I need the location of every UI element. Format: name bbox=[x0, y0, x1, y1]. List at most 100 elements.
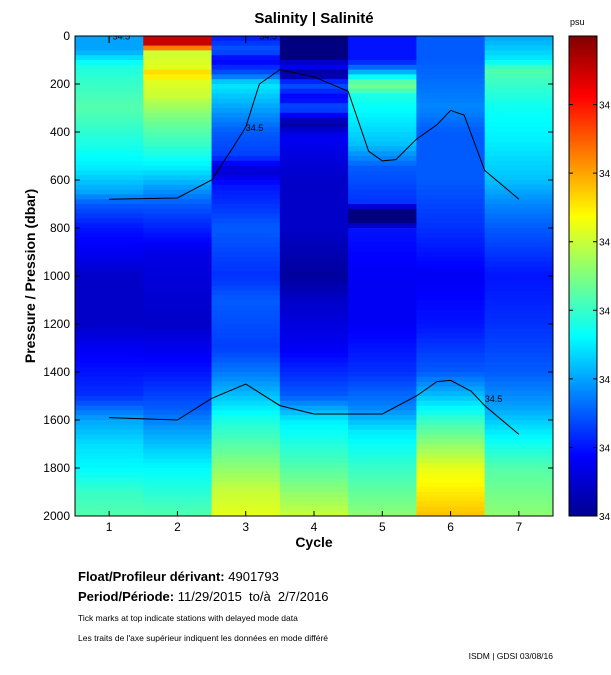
heatmap-cell bbox=[279, 328, 349, 335]
y-tick-label: 400 bbox=[50, 125, 70, 139]
heatmap-cell bbox=[279, 295, 349, 301]
heatmap-cell bbox=[279, 55, 349, 61]
heatmap-cell bbox=[348, 420, 418, 426]
heatmap-cell bbox=[211, 276, 281, 282]
heatmap-cell bbox=[75, 472, 144, 479]
heatmap-cell bbox=[484, 458, 553, 464]
heatmap-cell bbox=[279, 501, 349, 507]
x-tick-label: 4 bbox=[311, 520, 318, 534]
heatmap-cell bbox=[143, 348, 213, 354]
heatmap-cell bbox=[211, 165, 281, 171]
heatmap-cell bbox=[75, 458, 144, 464]
heatmap-cell bbox=[484, 40, 553, 47]
heatmap-cell bbox=[211, 396, 281, 402]
heatmap-cell bbox=[211, 50, 281, 56]
heatmap-cell bbox=[75, 93, 144, 99]
heatmap-cell bbox=[348, 88, 418, 95]
heatmap-cell bbox=[484, 136, 553, 143]
heatmap-cell bbox=[484, 463, 553, 469]
heatmap-cell bbox=[348, 396, 418, 402]
heatmap-cell bbox=[75, 213, 144, 219]
heatmap-cell bbox=[211, 261, 281, 267]
heatmap-cell bbox=[279, 482, 349, 488]
heatmap-cell bbox=[211, 108, 281, 114]
heatmap-cell bbox=[484, 160, 553, 167]
heatmap-cell bbox=[211, 232, 281, 239]
heatmap-cell bbox=[143, 45, 213, 51]
heatmap-cell bbox=[348, 468, 418, 474]
heatmap-cell bbox=[143, 295, 213, 301]
heatmap-cell bbox=[348, 328, 418, 335]
heatmap-cell bbox=[211, 271, 281, 277]
heatmap-cell bbox=[416, 36, 486, 42]
heatmap-cell bbox=[143, 146, 213, 152]
heatmap-cell bbox=[75, 271, 144, 277]
heatmap-cell bbox=[416, 319, 486, 325]
heatmap-cell bbox=[75, 487, 144, 493]
heatmap-cell bbox=[211, 175, 281, 181]
heatmap-cell bbox=[416, 261, 486, 267]
heatmap-cell bbox=[211, 324, 281, 330]
heatmap-cell bbox=[416, 496, 486, 503]
heatmap-cell bbox=[143, 372, 213, 378]
heatmap-cell bbox=[143, 64, 213, 71]
heatmap-cell bbox=[484, 472, 553, 479]
heatmap-cell bbox=[143, 501, 213, 507]
heatmap-cell bbox=[211, 338, 281, 344]
heatmap-cell bbox=[348, 60, 418, 66]
heatmap-cell bbox=[484, 405, 553, 411]
heatmap-cell bbox=[416, 472, 486, 479]
heatmap-cell bbox=[348, 156, 418, 162]
heatmap-cell bbox=[211, 506, 281, 512]
heatmap-cell bbox=[279, 400, 349, 407]
heatmap-cell bbox=[143, 276, 213, 282]
heatmap-cell bbox=[143, 208, 213, 215]
heatmap-cell bbox=[211, 146, 281, 152]
heatmap-cell bbox=[348, 362, 418, 368]
heatmap-cell bbox=[348, 333, 418, 339]
heatmap-cell bbox=[279, 314, 349, 320]
heatmap-cell bbox=[75, 132, 144, 138]
y-tick-label: 600 bbox=[50, 173, 70, 187]
heatmap-cell bbox=[484, 223, 553, 229]
heatmap-cell bbox=[143, 69, 213, 75]
heatmap-cell bbox=[279, 290, 349, 296]
heatmap-cell bbox=[348, 304, 418, 311]
heatmap-cell bbox=[279, 213, 349, 219]
heatmap-cell bbox=[75, 180, 144, 186]
heatmap-cell bbox=[75, 386, 144, 392]
heatmap-cell bbox=[416, 448, 486, 455]
heatmap-cell bbox=[348, 103, 418, 109]
heatmap-cell bbox=[143, 199, 213, 205]
heatmap-cell bbox=[211, 482, 281, 488]
heatmap-cell bbox=[143, 132, 213, 138]
heatmap-cell bbox=[416, 45, 486, 51]
heatmap-cell bbox=[75, 194, 144, 200]
heatmap-cell bbox=[416, 180, 486, 186]
heatmap-cell bbox=[143, 228, 213, 234]
heatmap-cell bbox=[348, 199, 418, 205]
heatmap-cell bbox=[484, 482, 553, 488]
heatmap-cell bbox=[279, 112, 349, 119]
heatmap-cell bbox=[416, 141, 486, 147]
heatmap-cell bbox=[279, 165, 349, 171]
heatmap-cell bbox=[143, 165, 213, 171]
heatmap-cell bbox=[416, 88, 486, 95]
heatmap-cell bbox=[143, 175, 213, 181]
heatmap-cell bbox=[416, 74, 486, 80]
heatmap-cell bbox=[143, 381, 213, 387]
heatmap-cell bbox=[143, 256, 213, 263]
heatmap-cell bbox=[211, 194, 281, 200]
heatmap-cell bbox=[75, 309, 144, 315]
heatmap-cell bbox=[143, 60, 213, 66]
heatmap-cell bbox=[143, 88, 213, 95]
heatmap-cell bbox=[484, 304, 553, 311]
heatmap-cell bbox=[279, 132, 349, 138]
heatmap-cell bbox=[143, 410, 213, 416]
heatmap-cell bbox=[279, 271, 349, 277]
heatmap-cell bbox=[211, 290, 281, 296]
heatmap-cell bbox=[348, 180, 418, 186]
heatmap-cell bbox=[143, 429, 213, 435]
heatmap-cell bbox=[416, 228, 486, 234]
heatmap-cell bbox=[484, 276, 553, 282]
